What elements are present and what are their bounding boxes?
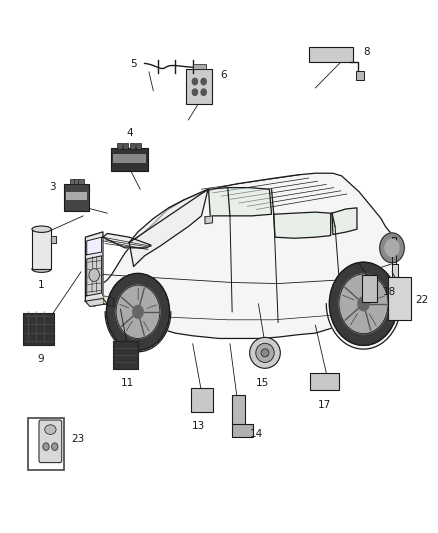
- Polygon shape: [85, 173, 396, 338]
- Polygon shape: [105, 312, 171, 352]
- Polygon shape: [392, 237, 396, 264]
- Ellipse shape: [32, 226, 51, 232]
- Text: 15: 15: [256, 378, 269, 389]
- Circle shape: [89, 269, 99, 281]
- Circle shape: [192, 89, 198, 95]
- Circle shape: [380, 233, 404, 263]
- Polygon shape: [129, 189, 208, 266]
- Polygon shape: [208, 188, 272, 216]
- Bar: [136, 143, 141, 149]
- Bar: [123, 143, 128, 149]
- Circle shape: [201, 78, 206, 85]
- Bar: [193, 64, 206, 69]
- Bar: [111, 148, 148, 171]
- Bar: [186, 69, 212, 104]
- Bar: [64, 184, 89, 211]
- Bar: [113, 154, 146, 163]
- Polygon shape: [87, 256, 102, 296]
- Bar: [78, 179, 84, 184]
- Text: 9: 9: [38, 354, 45, 365]
- Circle shape: [106, 273, 170, 350]
- Circle shape: [358, 297, 369, 311]
- Bar: [232, 395, 245, 425]
- Polygon shape: [104, 296, 114, 306]
- Circle shape: [52, 443, 58, 450]
- Circle shape: [329, 262, 398, 345]
- Polygon shape: [274, 212, 331, 238]
- Bar: [232, 424, 253, 437]
- Bar: [356, 71, 364, 80]
- Polygon shape: [85, 298, 107, 306]
- Ellipse shape: [261, 349, 269, 357]
- Text: 5: 5: [130, 59, 137, 69]
- Text: 1: 1: [38, 280, 45, 290]
- Circle shape: [116, 285, 160, 338]
- Polygon shape: [326, 304, 401, 349]
- Circle shape: [43, 443, 49, 450]
- Polygon shape: [103, 233, 151, 248]
- Text: 4: 4: [127, 127, 134, 138]
- Bar: [388, 277, 411, 320]
- Bar: [23, 313, 54, 345]
- Circle shape: [133, 305, 143, 318]
- FancyBboxPatch shape: [39, 420, 62, 463]
- Ellipse shape: [45, 425, 56, 434]
- Bar: [130, 143, 135, 149]
- Text: 3: 3: [49, 182, 56, 191]
- Bar: [28, 418, 64, 470]
- Bar: [74, 179, 79, 184]
- Bar: [362, 275, 377, 302]
- Text: 6: 6: [220, 70, 227, 79]
- Circle shape: [385, 239, 399, 256]
- Bar: [70, 179, 75, 184]
- Bar: [309, 47, 353, 62]
- Polygon shape: [88, 297, 107, 305]
- Polygon shape: [205, 216, 212, 224]
- Bar: [66, 192, 87, 200]
- Bar: [117, 143, 122, 149]
- Text: 22: 22: [416, 295, 429, 305]
- Text: 8: 8: [364, 47, 370, 57]
- Bar: [32, 229, 51, 269]
- Polygon shape: [85, 232, 103, 301]
- Ellipse shape: [250, 337, 280, 368]
- Polygon shape: [87, 237, 102, 255]
- Polygon shape: [392, 264, 398, 278]
- Text: 23: 23: [71, 434, 85, 444]
- Bar: [191, 388, 213, 412]
- Bar: [310, 373, 339, 390]
- Bar: [113, 341, 138, 369]
- Circle shape: [192, 78, 198, 85]
- Text: 18: 18: [382, 287, 396, 297]
- Circle shape: [201, 89, 206, 95]
- Ellipse shape: [256, 343, 274, 362]
- Circle shape: [339, 274, 388, 334]
- Ellipse shape: [32, 266, 51, 272]
- Text: 11: 11: [121, 378, 134, 389]
- Text: 13: 13: [191, 421, 205, 431]
- Text: 17: 17: [318, 400, 331, 410]
- Text: 14: 14: [250, 429, 263, 439]
- Polygon shape: [332, 208, 357, 235]
- Polygon shape: [51, 236, 56, 243]
